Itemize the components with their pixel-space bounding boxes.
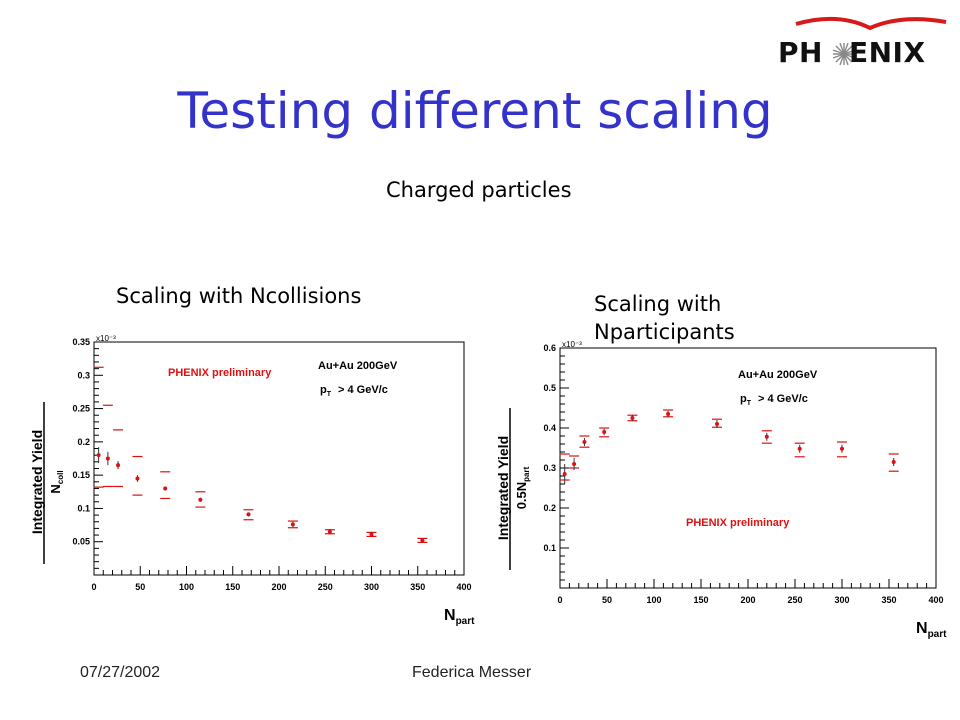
data-point — [116, 463, 121, 468]
y-tick-label: 0.6 — [543, 343, 556, 353]
chart-left: 0 50 100 150 200 250 300 350 400 0.05 0.1 0.15 0.2 0.… — [29, 334, 475, 627]
x-tick-label: 50 — [602, 595, 612, 605]
preliminary-annotation: PHENIX preliminary — [168, 367, 272, 379]
y-tick-label: 0.05 — [72, 537, 90, 547]
starburst-icon — [832, 42, 856, 66]
data-point — [135, 476, 140, 481]
data-point — [290, 522, 295, 527]
data-point — [562, 472, 567, 476]
x-tick-label: 100 — [179, 582, 194, 592]
phenix-logo: PH ENIX — [778, 14, 948, 70]
x-tick-label: 50 — [135, 582, 145, 592]
logo-wordmark: PH ENIX — [778, 36, 926, 69]
chart-right: 0 50 100 150 200 250 300 350 400 0.1 0.2 0.3 0.4 0.5 0… — [495, 340, 947, 640]
footer-author: Federica Messer — [412, 664, 532, 681]
y-axis-denominator: Ncoll — [48, 470, 65, 493]
x-tick-label: 400 — [928, 595, 943, 605]
x-tick-label: 350 — [881, 595, 896, 605]
y-tick-label: 0.2 — [77, 437, 90, 447]
data-point — [630, 416, 635, 420]
x-tick-label: 250 — [787, 595, 802, 605]
data-point — [602, 430, 607, 434]
y-axis-title: Integrated Yield — [495, 436, 511, 540]
y-tick-label: 0.2 — [543, 503, 556, 513]
data-point — [840, 446, 844, 451]
y-tick-label: 0.35 — [72, 337, 90, 347]
y-tick-label: 0.4 — [543, 423, 556, 433]
x-tick-label: 200 — [271, 582, 286, 592]
x-tick-label: 350 — [410, 582, 425, 592]
x-tick-label: 150 — [225, 582, 240, 592]
y-exponent-label: x10⁻³ — [562, 340, 582, 349]
data-point — [163, 486, 168, 491]
pt-cut-value: > 4 GeV/c — [338, 384, 388, 396]
y-tick-label: 0.5 — [543, 383, 556, 393]
right-chart-caption: Scaling with Nparticipants — [594, 292, 735, 344]
data-point — [327, 529, 332, 534]
x-tick-label: 0 — [91, 582, 96, 592]
data-point — [198, 497, 203, 502]
footer-date: 07/27/2002 — [80, 664, 161, 681]
y-tick-label: 0.15 — [72, 470, 90, 480]
data-point — [572, 462, 577, 466]
x-tick-label: 250 — [318, 582, 333, 592]
y-tick-label: 0.25 — [72, 404, 90, 414]
pt-cut-value: > 4 GeV/c — [758, 393, 808, 405]
data-point — [764, 434, 769, 439]
y-tick-label: 0.1 — [77, 503, 90, 513]
data-point — [666, 412, 671, 416]
collision-annotation: Au+Au 200GeV — [738, 369, 818, 381]
left-chart-caption: Scaling with Ncollisions — [116, 284, 362, 308]
pt-cut-annotation: pT — [320, 384, 332, 398]
y-axis-denominator: 0.5Npart — [514, 466, 531, 509]
phenix-swoosh-icon — [795, 16, 947, 66]
y-axis-title: Integrated Yield — [29, 430, 45, 534]
preliminary-annotation: PHENIX preliminary — [686, 517, 790, 529]
x-tick-label: 150 — [693, 595, 708, 605]
x-tick-label: 400 — [456, 582, 471, 592]
x-axis-title: Npart — [916, 620, 947, 640]
x-axis-title: Npart — [444, 607, 475, 627]
collision-annotation: Au+Au 200GeV — [318, 360, 398, 372]
data-point — [797, 446, 802, 451]
data-point — [420, 538, 425, 543]
data-point — [246, 512, 251, 517]
data-point — [96, 453, 101, 458]
data-point — [369, 532, 374, 537]
y-tick-label: 0.3 — [543, 463, 556, 473]
y-exponent-label: x10⁻³ — [96, 334, 116, 343]
x-tick-label: 300 — [834, 595, 849, 605]
data-point — [105, 456, 110, 461]
data-point — [891, 460, 896, 464]
slide-title: Testing different scaling — [177, 82, 773, 140]
x-tick-label: 300 — [364, 582, 379, 592]
x-tick-label: 100 — [646, 595, 661, 605]
y-tick-label: 0.1 — [543, 543, 556, 553]
data-point — [582, 440, 587, 444]
plot-frame — [559, 347, 937, 589]
slide-subtitle: Charged particles — [386, 178, 572, 202]
plot-frame — [93, 341, 465, 576]
y-tick-label: 0.3 — [77, 370, 90, 380]
data-point — [714, 422, 719, 426]
pt-cut-annotation: pT — [740, 393, 752, 407]
x-tick-label: 200 — [740, 595, 755, 605]
x-tick-label: 0 — [557, 595, 562, 605]
